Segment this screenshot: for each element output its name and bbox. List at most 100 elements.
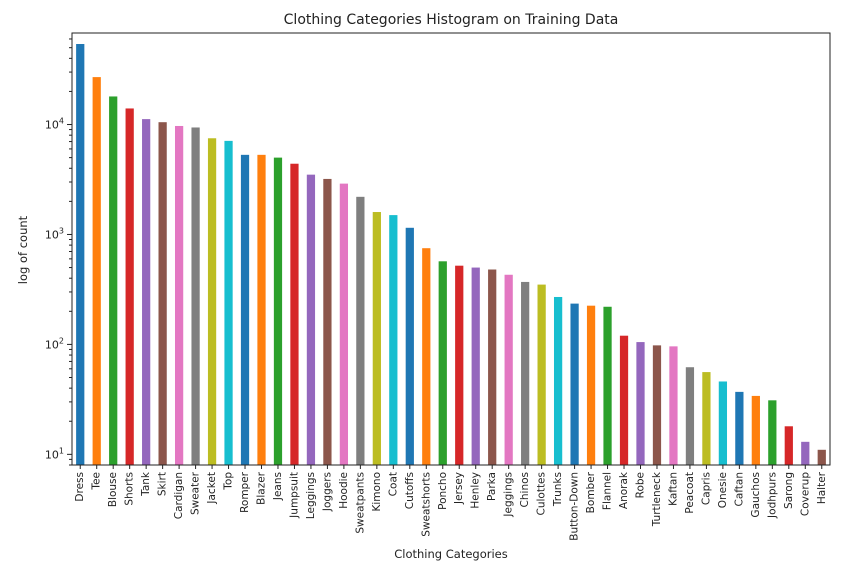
bar-capris — [702, 372, 711, 465]
x-tick-label: Halter — [816, 471, 828, 504]
bar-culottes — [537, 284, 546, 465]
x-tick-label: Shorts — [124, 472, 136, 506]
bar-bomber — [586, 305, 596, 465]
x-tick-label: Cardigan — [173, 472, 185, 519]
bar-turtleneck — [652, 345, 662, 465]
x-ticks-group: Dress Tee Blouse Shorts Tank Skirt Cardigan Swe… — [74, 465, 828, 541]
x-tick-label: Jodhpurs — [766, 472, 778, 519]
bar-romper — [240, 154, 250, 465]
x-tick-label: Top — [223, 472, 235, 491]
bar-jeans — [273, 157, 283, 466]
bar-top — [224, 140, 233, 465]
x-axis-label: Clothing Categories — [394, 547, 507, 561]
bar-cardigan — [174, 125, 184, 465]
x-tick-label: Leggings — [305, 472, 317, 519]
bar-leggings — [306, 174, 316, 465]
bar-tank — [142, 119, 151, 466]
x-tick-label: Blazer — [256, 471, 268, 505]
x-tick-label: Sarong — [783, 472, 795, 509]
x-tick-label: Blouse — [107, 472, 119, 507]
bar-flannel — [603, 306, 612, 465]
bar-blouse — [109, 96, 118, 465]
x-tick-label: Capris — [700, 472, 712, 505]
bar-sweatpants — [356, 196, 365, 466]
bar-trunks — [553, 296, 563, 465]
x-tick-label: Kaftan — [667, 472, 679, 506]
x-tick-label: Button-Down — [569, 472, 581, 541]
x-tick-label: Parka — [486, 472, 498, 501]
x-tick-label: Bomber — [585, 471, 597, 513]
bar-blazer — [257, 154, 266, 465]
bar-gauchos — [751, 395, 760, 465]
bar-dress — [76, 44, 85, 465]
bar-sweater — [191, 127, 200, 465]
x-tick-label: Turtleneck — [651, 471, 663, 527]
x-tick-label: Flannel — [602, 472, 614, 510]
x-tick-label: Romper — [239, 471, 251, 513]
bar-kaftan — [669, 346, 678, 465]
x-tick-label: Sweater — [190, 471, 202, 515]
chart-title: Clothing Categories Histogram on Trainin… — [284, 12, 619, 28]
x-tick-label: Tee — [91, 472, 103, 491]
x-tick-label: Skirt — [157, 472, 169, 496]
x-tick-label: Jumpsuit — [288, 472, 300, 519]
x-tick-label: Sweatpants — [354, 472, 366, 534]
x-tick-label: Onesie — [717, 472, 729, 508]
bar-skirt — [158, 122, 167, 465]
x-tick-label: Kimono — [371, 472, 383, 512]
x-tick-label: Peacoat — [684, 472, 696, 514]
y-ticks-group: 101 102 103 104 — [45, 38, 72, 466]
x-tick-label: Cutoffs — [404, 472, 416, 509]
x-tick-label: Jersey — [453, 472, 465, 505]
y-tick-label: 103 — [45, 226, 64, 241]
x-tick-label: Tank — [140, 471, 152, 497]
bar-peacoat — [685, 367, 695, 465]
bars-group — [76, 44, 826, 466]
bar-hoodie — [339, 183, 349, 465]
y-tick-label: 101 — [45, 446, 64, 461]
y-tick-label: 104 — [45, 117, 64, 132]
bar-joggers — [323, 178, 332, 465]
x-tick-label: Henley — [470, 472, 482, 509]
bar-coat — [389, 215, 398, 465]
bar-henley — [471, 267, 480, 465]
x-tick-label: Poncho — [437, 472, 449, 510]
bar-jersey — [455, 265, 464, 465]
x-tick-label: Trunks — [552, 472, 564, 507]
bar-chinos — [521, 281, 530, 465]
bar-shorts — [125, 108, 134, 465]
x-tick-label: Jeans — [272, 472, 284, 501]
bar-jacket — [207, 138, 217, 465]
bar-jeggings — [504, 274, 513, 465]
x-tick-label: Coat — [387, 472, 399, 496]
x-tick-label: Culottes — [536, 472, 548, 516]
bar-cutoffs — [405, 227, 414, 465]
bar-onesie — [718, 381, 728, 465]
y-axis-label: log of count — [16, 215, 30, 284]
x-tick-label: Robe — [635, 472, 647, 498]
x-tick-label: Anorak — [618, 471, 630, 509]
bar-jumpsuit — [290, 163, 299, 466]
bar-jodhpurs — [768, 400, 777, 465]
bar-parka — [488, 269, 497, 465]
x-tick-label: Jeggings — [503, 472, 515, 518]
bar-poncho — [438, 261, 447, 465]
bar-tee — [92, 77, 101, 465]
bar-caftan — [735, 391, 744, 465]
x-tick-label: Coverup — [799, 472, 811, 516]
plot-frame — [71, 32, 831, 466]
x-tick-label: Dress — [74, 472, 86, 502]
y-tick-label: 102 — [45, 336, 64, 351]
bar-coverup — [801, 441, 810, 465]
x-tick-label: Gauchos — [750, 472, 762, 518]
x-tick-label: Hoodie — [338, 472, 350, 509]
bar-kimono — [372, 212, 381, 465]
x-tick-label: Joggers — [321, 472, 333, 512]
x-tick-label: Sweatshorts — [420, 472, 432, 537]
bar-anorak — [619, 335, 629, 465]
bar-robe — [636, 342, 645, 465]
x-tick-label: Caftan — [733, 472, 745, 506]
bar-sarong — [784, 426, 793, 465]
x-tick-label: Jacket — [206, 472, 218, 505]
